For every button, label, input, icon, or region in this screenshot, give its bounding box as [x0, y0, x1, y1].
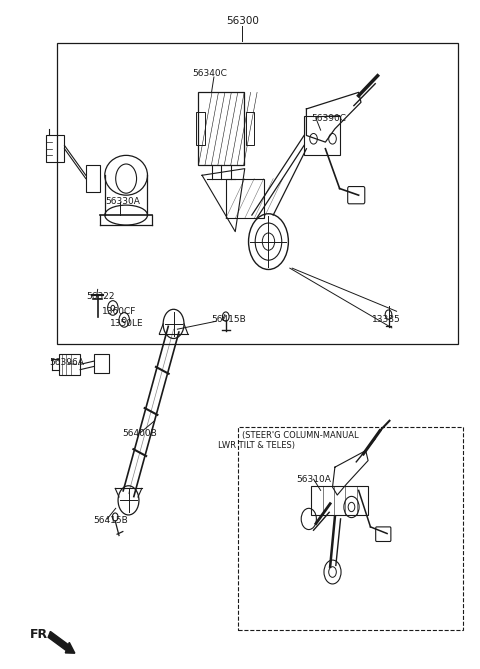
Text: 56396A: 56396A — [49, 358, 84, 367]
Bar — [304, 116, 340, 155]
Text: 56415B: 56415B — [212, 315, 246, 324]
Bar — [246, 112, 254, 145]
Text: 56330A: 56330A — [105, 197, 140, 206]
Text: 56415B: 56415B — [93, 516, 128, 524]
Text: FR.: FR. — [30, 628, 53, 641]
Bar — [59, 354, 80, 375]
Bar — [95, 355, 108, 373]
FancyArrow shape — [48, 632, 75, 653]
Bar — [238, 427, 463, 630]
Text: LWR TILT & TELES): LWR TILT & TELES) — [218, 442, 295, 450]
Text: 1350LE: 1350LE — [110, 319, 144, 328]
Bar — [199, 92, 243, 165]
Text: 56310A: 56310A — [296, 474, 331, 484]
Bar — [57, 43, 458, 345]
Text: (STEER'G COLUMN-MANUAL: (STEER'G COLUMN-MANUAL — [242, 431, 359, 440]
Bar — [311, 486, 368, 515]
Bar — [226, 179, 264, 218]
Text: 13385: 13385 — [372, 315, 401, 324]
Bar — [196, 112, 204, 145]
Text: 56300: 56300 — [226, 16, 259, 26]
Text: 56340C: 56340C — [192, 70, 228, 78]
Text: 1360CF: 1360CF — [101, 307, 136, 316]
Bar — [47, 135, 64, 162]
Text: 56400B: 56400B — [122, 429, 157, 438]
Text: 56322: 56322 — [86, 292, 114, 300]
Text: 56390C: 56390C — [311, 114, 346, 123]
Bar — [86, 165, 100, 192]
